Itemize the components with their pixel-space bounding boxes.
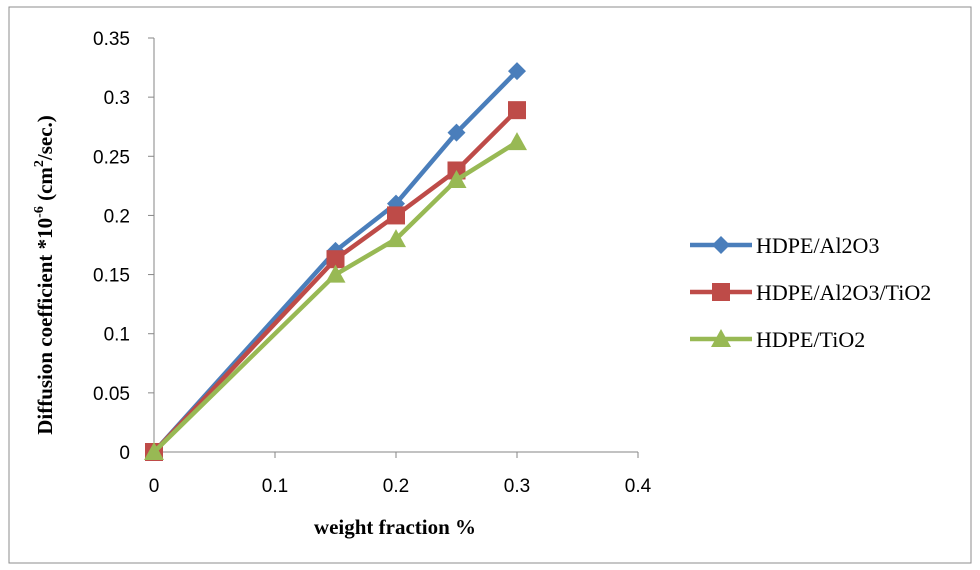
y-axis-title-unit-close: /sec.)	[33, 115, 57, 161]
legend-item: HDPE/Al2O3/TiO2	[690, 280, 931, 305]
legend-label: HDPE/TiO2	[756, 327, 865, 352]
y-axis-title-unit-exponent: 2	[32, 160, 47, 167]
y-tick-label: 0.3	[104, 88, 130, 109]
data-point	[508, 62, 526, 81]
data-point	[507, 132, 527, 151]
y-tick-label: 0.2	[104, 206, 130, 227]
legend: HDPE/Al2O3 HDPE/Al2O3/TiO2 HDPE/TiO2	[690, 233, 931, 352]
data-point	[326, 250, 345, 269]
x-tick-label: 0	[149, 476, 160, 497]
y-axis-title: Diffusion coefficient *10-6 (cm2/sec.)	[32, 115, 57, 435]
x-tick-label: 0.1	[262, 476, 288, 497]
y-tick-label: 0	[119, 443, 130, 464]
legend-marker	[711, 329, 731, 347]
y-tick-label: 0.05	[93, 384, 130, 405]
legend-item: HDPE/TiO2	[690, 327, 865, 352]
data-point	[508, 101, 526, 120]
data-point	[447, 123, 466, 142]
x-axis-title: weight fraction %	[314, 515, 476, 539]
y-tick-label: 0.1	[104, 325, 130, 346]
data-point	[144, 442, 164, 460]
legend-label: HDPE/Al2O3	[756, 233, 879, 258]
x-tick-label: 0.3	[504, 476, 530, 497]
tick-labels: 0 0.05 0.1 0.15 0.2 0.25 0.3 0.35 0 0.1 0.2 0.3 0.4	[93, 29, 652, 497]
series-3	[144, 132, 527, 460]
legend-label: HDPE/Al2O3/TiO2	[756, 280, 931, 305]
legend-marker	[712, 283, 730, 301]
axes	[148, 37, 639, 458]
data-point	[325, 264, 346, 283]
data-point	[387, 206, 405, 225]
y-tick-label: 0.15	[93, 266, 130, 287]
legend-item: HDPE/Al2O3	[690, 233, 879, 258]
y-axis-title-unit-open: (cm	[33, 167, 57, 207]
series-layer	[144, 62, 527, 461]
x-tick-label: 0.4	[625, 476, 652, 497]
y-axis-title-prefix: Diffusion coefficient *10	[33, 218, 57, 435]
y-tick-label: 0.35	[93, 29, 130, 50]
x-tick-label: 0.2	[383, 476, 409, 497]
data-point	[386, 229, 406, 248]
y-tick-label: 0.25	[93, 147, 130, 168]
data-point	[446, 169, 467, 188]
legend-marker	[712, 236, 730, 254]
y-axis-title-exponent: -6	[32, 206, 47, 218]
